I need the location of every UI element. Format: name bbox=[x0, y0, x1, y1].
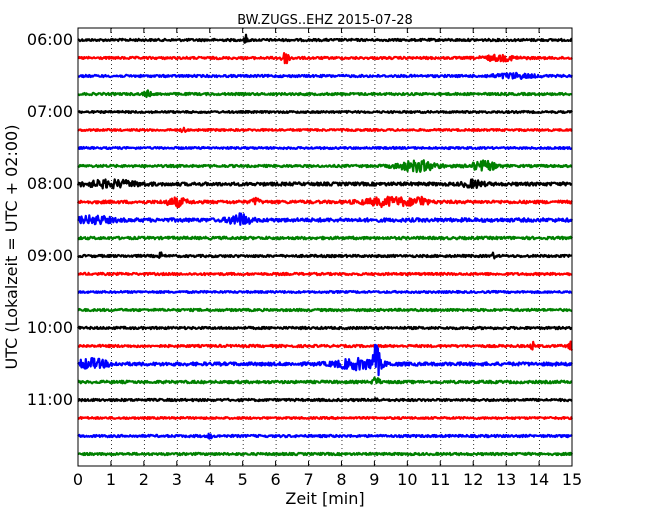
trace-0630 bbox=[77, 71, 574, 80]
y-tick-label: 10:00 bbox=[27, 318, 73, 337]
trace-0915 bbox=[77, 271, 573, 277]
x-tick-label: 15 bbox=[562, 470, 582, 489]
x-tick-label: 1 bbox=[106, 470, 116, 489]
trace-0715 bbox=[77, 126, 573, 134]
chart-title: BW.ZUGS..EHZ 2015-07-28 bbox=[237, 13, 413, 28]
x-tick-label: 8 bbox=[336, 470, 346, 489]
x-tick-label: 6 bbox=[271, 470, 281, 489]
y-tick-label: 11:00 bbox=[27, 390, 73, 409]
trace-0745 bbox=[77, 159, 573, 174]
seismic-traces bbox=[76, 33, 574, 457]
x-tick-label: 4 bbox=[205, 470, 215, 489]
trace-0615 bbox=[77, 52, 573, 65]
trace-0830 bbox=[77, 212, 574, 226]
x-axis: 0 1 2 3 4 5 6 7 8 9 10 11 12 13 14 15 bbox=[73, 28, 582, 489]
x-tick-label: 2 bbox=[139, 470, 149, 489]
trace-1030 bbox=[77, 343, 573, 377]
x-tick-label: 11 bbox=[430, 470, 450, 489]
y-tick-label: 07:00 bbox=[27, 102, 73, 121]
trace-1130 bbox=[77, 432, 573, 440]
trace-0900 bbox=[77, 251, 573, 260]
trace-0800 bbox=[76, 178, 573, 190]
x-tick-label: 10 bbox=[397, 470, 417, 489]
y-tick-label: 06:00 bbox=[27, 30, 73, 49]
y-tick-label: 09:00 bbox=[27, 246, 73, 265]
trace-0930 bbox=[77, 289, 573, 295]
x-tick-label: 12 bbox=[463, 470, 483, 489]
x-axis-label: Zeit [min] bbox=[285, 489, 364, 508]
trace-0815 bbox=[76, 195, 573, 209]
x-tick-label: 7 bbox=[303, 470, 313, 489]
trace-1045 bbox=[77, 376, 573, 385]
trace-0945 bbox=[77, 307, 573, 313]
trace-0600 bbox=[77, 33, 573, 44]
x-tick-label: 3 bbox=[172, 470, 182, 489]
trace-1115 bbox=[77, 415, 574, 421]
y-tick-label: 08:00 bbox=[27, 174, 73, 193]
trace-0645 bbox=[77, 89, 573, 99]
trace-0700 bbox=[77, 109, 573, 115]
x-tick-label: 5 bbox=[238, 470, 248, 489]
y-axis: 06:00 07:00 08:00 09:00 10:00 11:00 bbox=[27, 30, 572, 409]
x-tick-label: 13 bbox=[496, 470, 516, 489]
trace-1015 bbox=[77, 340, 573, 351]
trace-0730 bbox=[77, 145, 573, 151]
trace-1000 bbox=[77, 325, 573, 331]
x-tick-label: 14 bbox=[529, 470, 549, 489]
plot-frame bbox=[77, 27, 573, 467]
trace-0845 bbox=[77, 235, 573, 241]
x-tick-label: 0 bbox=[73, 470, 83, 489]
trace-1145 bbox=[77, 451, 573, 457]
y-axis-label: UTC (Lokalzeit = UTC + 02:00) bbox=[2, 125, 21, 370]
trace-1100 bbox=[77, 397, 573, 403]
x-tick-label: 9 bbox=[369, 470, 379, 489]
